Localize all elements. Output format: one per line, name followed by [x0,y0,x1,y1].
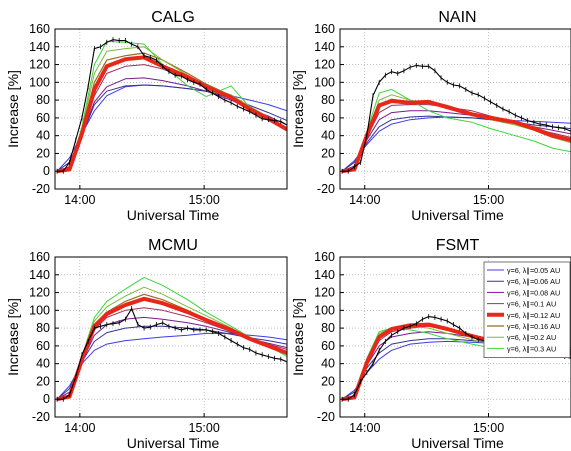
y-tick-label: 160 [29,250,50,264]
x-axis-label: Universal Time [411,207,504,223]
plot-frame [54,28,288,190]
y-tick-label: 40 [36,357,50,371]
x-tick-label: 14:00 [64,193,95,207]
y-tick-label: 140 [29,40,50,54]
y-tick-label: 20 [36,146,50,160]
y-axis-label: Increase [%] [5,298,21,376]
model-line-6 [57,40,287,172]
legend-label: γ=6, λ∥=0.08 AU [507,288,560,297]
legend-label: γ=6, λ∥=0.12 AU [507,311,560,320]
observed-line [57,307,287,400]
y-tick-label: -20 [317,182,335,196]
y-tick-label: 140 [314,40,335,54]
y-tick-label: 60 [36,339,50,353]
y-tick-label: -20 [32,182,50,196]
plot-frame [339,256,571,418]
x-tick-label: 14:00 [64,421,95,435]
chart-title: NAIN [438,9,476,26]
y-tick-label: 100 [314,75,335,89]
chart-title: MCMU [148,237,198,254]
chart-title: CALG [151,9,195,26]
y-tick-label: 80 [321,93,335,107]
y-tick-label: -20 [317,410,335,424]
y-tick-label: 20 [321,146,335,160]
y-tick-label: 120 [314,58,335,72]
legend-label: γ=6, λ∥=0.05 AU [507,266,560,275]
legend-label: γ=6, λ∥=0.2 AU [507,333,556,342]
y-tick-label: 160 [314,250,335,264]
y-tick-label: 20 [321,374,335,388]
observed-line [57,39,287,172]
y-tick-label: 0 [328,164,335,178]
y-tick-label: 60 [321,339,335,353]
model-line-7 [56,296,287,402]
y-tick-label: 0 [328,392,335,406]
y-tick-label: 0 [43,392,50,406]
panel-calg: -20 0 20 40 60 80 100 120 140 160 14:00 15:00 CALG Un… [5,9,288,223]
y-tick-label: 160 [29,22,50,36]
series-group [341,62,571,174]
model-line-7 [56,55,287,174]
x-tick-label: 14:00 [349,421,380,435]
chart-title: FSMT [436,237,480,254]
model-line-1 [341,115,571,172]
y-tick-label: 100 [29,75,50,89]
x-tick-label: 14:00 [349,193,380,207]
legend-box [483,261,571,358]
legend-label: γ=6, λ∥=0.1 AU [507,300,556,309]
y-tick-label: 120 [314,286,335,300]
model-line-0 [56,332,287,400]
y-tick-label: 40 [321,357,335,371]
model-line-5 [342,94,571,172]
y-tick-label: 60 [36,111,50,125]
legend: γ=6, λ∥=0.05 AU γ=6, λ∥=0.06 AU γ=6, λ∥=0.… [483,261,571,358]
series-group [56,37,287,174]
x-tick-label: 15:00 [189,193,220,207]
x-axis-label: Universal Time [411,435,504,451]
model-line-7 [341,99,571,174]
x-axis-label: Universal Time [127,435,220,451]
y-axis-label: Increase [%] [290,70,306,148]
y-tick-label: 80 [36,93,50,107]
plot-frame [54,256,288,418]
y-tick-label: 140 [314,268,335,282]
y-tick-label: 60 [321,111,335,125]
y-tick-label: 40 [321,129,335,143]
y-axis-label: Increase [%] [5,70,21,148]
panel-nain: -20 0 20 40 60 80 100 120 140 160 14:00 15:00 NAIN Un… [290,9,571,223]
x-tick-label: 15:00 [189,421,220,435]
x-tick-label: 15:00 [473,421,504,435]
observed-line [342,64,571,172]
legend-label: γ=6, λ∥=0.16 AU [507,322,560,331]
y-tick-label: 100 [314,303,335,317]
y-tick-label: 40 [36,129,50,143]
panel-mcmu: -20 0 20 40 60 80 100 120 140 160 14:00 15:00 MCMU Un… [5,237,288,451]
panel-fsmt: -20 0 20 40 60 80 100 120 140 160 14:00 15:00 FSMT Un… [290,237,571,451]
y-tick-label: 160 [314,22,335,36]
x-tick-label: 15:00 [473,193,504,207]
series-group [56,276,287,402]
y-tick-label: -20 [32,410,50,424]
y-tick-label: 100 [29,303,50,317]
y-axis-label: Increase [%] [290,298,306,376]
y-tick-label: 0 [43,164,50,178]
y-tick-label: 20 [36,374,50,388]
y-tick-label: 120 [29,58,50,72]
y-tick-label: 120 [29,286,50,300]
legend-label: γ=6, λ∥=0.3 AU [507,344,556,353]
y-tick-label: 80 [36,321,50,335]
legend-label: γ=6, λ∥=0.06 AU [507,277,560,286]
y-tick-label: 140 [29,268,50,282]
x-axis-label: Universal Time [127,207,220,223]
plot-frame [339,28,571,190]
y-tick-label: 80 [321,321,335,335]
